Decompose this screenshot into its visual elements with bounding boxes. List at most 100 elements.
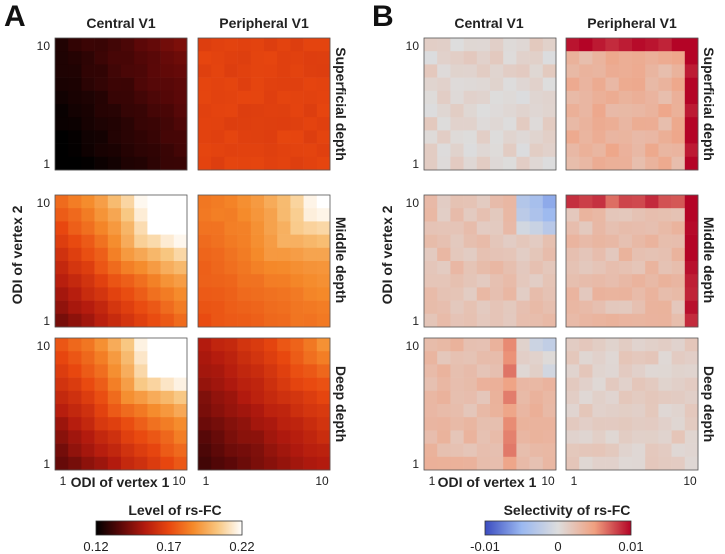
heatmap-cell [237, 404, 252, 418]
heatmap-cell [516, 208, 530, 222]
heatmap-cell [490, 195, 504, 209]
heatmap-cell [277, 156, 291, 171]
y-tick-label-high: 10 [406, 196, 420, 210]
heatmap-cell [645, 130, 659, 144]
heatmap-cell [658, 77, 672, 92]
heatmap-cell [94, 234, 109, 249]
heatmap-cell [529, 195, 544, 209]
heatmap-cell [277, 117, 291, 131]
heatmap-cell [134, 390, 148, 405]
heatmap-cell [605, 274, 620, 288]
heatmap-cell [450, 417, 464, 431]
heatmap-cell [618, 430, 633, 444]
colorbar-a [95, 520, 243, 536]
heatmap-frame [54, 337, 188, 471]
heatmap-cell [316, 234, 331, 249]
heatmap-cell [605, 195, 620, 209]
heatmap-cell [68, 104, 82, 118]
heatmap-cell [55, 38, 69, 52]
heatmap-cell [160, 377, 175, 392]
heatmap-cell [134, 51, 148, 65]
heatmap-frame [565, 337, 699, 471]
heatmap-cell [264, 38, 278, 52]
heatmap-cell [250, 430, 265, 444]
heatmap-cell [198, 261, 212, 275]
heatmap-cell [476, 274, 491, 288]
heatmap-cell [68, 234, 82, 249]
heatmap-cell [516, 38, 530, 52]
heatmap-cell [290, 300, 304, 315]
heatmap-cell [490, 287, 504, 301]
heatmap-cell [173, 221, 188, 235]
heatmap-cell [290, 430, 304, 444]
heatmap-cell [424, 377, 438, 392]
heatmap-cell [658, 338, 672, 352]
heatmap-cell [529, 390, 544, 405]
heatmap-cell [450, 338, 464, 352]
heatmap-cell [121, 90, 135, 105]
heatmap-cell [134, 195, 148, 209]
heatmap-a-1-2 [197, 337, 331, 471]
heatmap-cell [303, 117, 318, 131]
heatmap-cell [592, 221, 606, 235]
heatmap-cell [437, 364, 451, 378]
heatmap-cell [237, 156, 252, 171]
heatmap-cell [437, 104, 451, 118]
heatmap-cell [684, 104, 699, 118]
heatmap-cell [592, 390, 606, 405]
heatmap-cell [516, 313, 530, 328]
heatmap-cell [671, 351, 686, 365]
heatmap-cell [424, 77, 438, 92]
heatmap-cell [645, 274, 659, 288]
y-tick-label-low: 1 [43, 157, 50, 171]
heatmap-cell [684, 390, 699, 405]
heatmap-cell [566, 417, 580, 431]
heatmap-cell [121, 287, 135, 301]
heatmap-cell [618, 156, 633, 171]
heatmap-cell [147, 261, 161, 275]
heatmap-cell [160, 274, 175, 288]
heatmap-cell [450, 64, 464, 78]
heatmap-cell [160, 64, 175, 78]
heatmap-cell [490, 117, 504, 131]
heatmap-cell [303, 208, 318, 222]
heatmap-cell [503, 221, 517, 235]
heatmap-cell [147, 234, 161, 249]
heatmap-cell [107, 274, 122, 288]
heatmap-cell [579, 195, 593, 209]
heatmap-cell [173, 443, 188, 458]
heatmap-cell [121, 221, 135, 235]
heatmap-cell [618, 364, 633, 378]
heatmap-cell [250, 130, 265, 144]
heatmap-cell [81, 130, 95, 144]
heatmap-cell [94, 247, 109, 262]
heatmap-cell [605, 38, 620, 52]
heatmap-cell [424, 156, 438, 171]
heatmap-cell [632, 156, 646, 171]
heatmap-cell [81, 274, 95, 288]
heatmap-cell [134, 351, 148, 365]
heatmap-cell [658, 287, 672, 301]
heatmap-cell [605, 261, 620, 275]
heatmap-cell [529, 247, 544, 262]
colorbar-b-tick-max: 0.01 [618, 539, 643, 554]
heatmap-cell [424, 143, 438, 158]
heatmap-cell [316, 104, 331, 118]
heatmap-cell [277, 143, 291, 158]
heatmap-grid [54, 37, 699, 471]
heatmap-cell [503, 234, 517, 249]
heatmap-cell [450, 117, 464, 131]
heatmap-cell [503, 390, 517, 405]
heatmap-cell [290, 143, 304, 158]
heatmap-cell [424, 247, 438, 262]
heatmap-cell [437, 156, 451, 171]
heatmap-cell [592, 261, 606, 275]
heatmap-cell [566, 38, 580, 52]
heatmap-cell [671, 195, 686, 209]
heatmap-cell [107, 456, 122, 471]
panel-b-letter: B [372, 0, 394, 33]
heatmap-cell [463, 274, 478, 288]
heatmap-cell [503, 313, 517, 328]
axis-ticks: 1 10 1 10 1 10 1 10 1 10 1 10 1 10 1 10 1 10 1 10 [37, 39, 697, 488]
heatmap-cell [579, 274, 593, 288]
